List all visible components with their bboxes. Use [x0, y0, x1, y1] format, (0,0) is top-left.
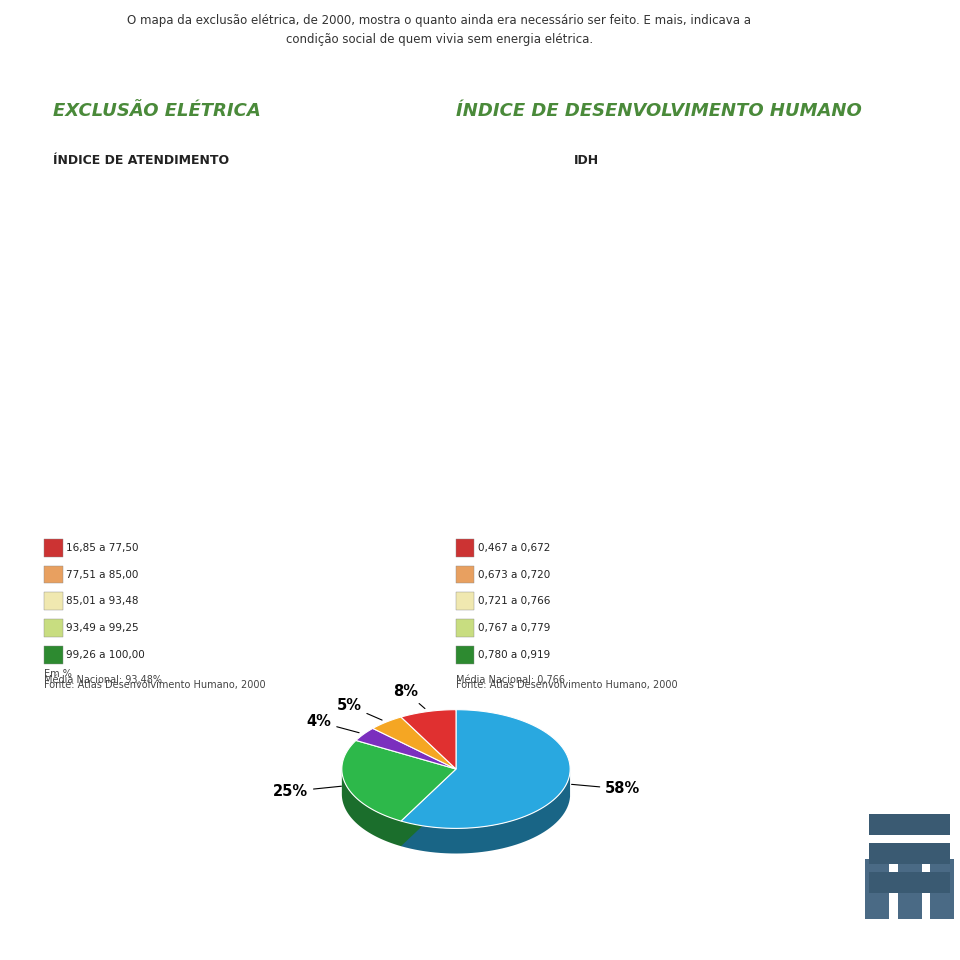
FancyBboxPatch shape	[929, 898, 954, 919]
Text: 99,26 a 100,00: 99,26 a 100,00	[66, 650, 145, 660]
Text: 8%: 8%	[393, 684, 425, 708]
Text: 58%: 58%	[571, 781, 640, 797]
FancyBboxPatch shape	[456, 646, 474, 664]
FancyBboxPatch shape	[870, 843, 949, 864]
Text: 10 milhões de brasileiros saíram da escuridão: 10 milhões de brasileiros saíram da escu…	[780, 674, 790, 899]
FancyBboxPatch shape	[44, 646, 62, 664]
FancyBboxPatch shape	[865, 878, 889, 900]
Text: Média Nacional: 93,48%: Média Nacional: 93,48%	[44, 675, 162, 684]
Text: 4%: 4%	[306, 714, 359, 732]
Text: UM MARCO HISTÓRICO: UM MARCO HISTÓRICO	[821, 739, 833, 899]
Polygon shape	[372, 717, 456, 769]
FancyBboxPatch shape	[870, 814, 949, 835]
Polygon shape	[356, 729, 456, 769]
Text: ÍNDICE DE DESENVOLVIMENTO HUMANO: ÍNDICE DE DESENVOLVIMENTO HUMANO	[456, 102, 862, 120]
FancyBboxPatch shape	[456, 565, 474, 584]
Text: 77,51 a 85,00: 77,51 a 85,00	[66, 569, 138, 580]
Polygon shape	[401, 709, 456, 769]
Polygon shape	[401, 769, 456, 846]
Polygon shape	[401, 769, 456, 846]
FancyBboxPatch shape	[865, 898, 889, 919]
Text: IDH: IDH	[574, 154, 599, 167]
Text: 0,767 a 0,779: 0,767 a 0,779	[478, 623, 550, 634]
Text: EXCLUSÃO ELÉTRICA: EXCLUSÃO ELÉTRICA	[53, 102, 260, 120]
Text: 0,467 a 0,672: 0,467 a 0,672	[478, 542, 550, 553]
Text: 25%: 25%	[273, 784, 342, 799]
Text: 0,673 a 0,720: 0,673 a 0,720	[478, 569, 550, 580]
FancyBboxPatch shape	[456, 592, 474, 611]
Text: 0,780 a 0,919: 0,780 a 0,919	[478, 650, 550, 660]
FancyBboxPatch shape	[929, 859, 954, 880]
Text: 5%: 5%	[337, 698, 382, 720]
Text: O mapa da exclusão elétrica, de 2000, mostra o quanto ainda era necessário ser f: O mapa da exclusão elétrica, de 2000, mo…	[127, 14, 752, 46]
FancyBboxPatch shape	[44, 592, 62, 611]
Text: Média Nacional: 0,766: Média Nacional: 0,766	[456, 675, 565, 684]
FancyBboxPatch shape	[898, 898, 922, 919]
FancyBboxPatch shape	[870, 872, 949, 893]
Text: Fonte: Atlas Desenvolvimento Humano, 2000: Fonte: Atlas Desenvolvimento Humano, 200…	[44, 681, 266, 690]
Text: 93,49 a 99,25: 93,49 a 99,25	[66, 623, 139, 634]
Text: PROGRAMA LUZ PARA TODOS: PROGRAMA LUZ PARA TODOS	[904, 326, 915, 499]
Text: 85,01 a 93,48: 85,01 a 93,48	[66, 596, 139, 607]
Text: 11: 11	[890, 34, 929, 61]
FancyBboxPatch shape	[44, 619, 62, 637]
Text: ÍNDICE DE ATENDIMENTO: ÍNDICE DE ATENDIMENTO	[53, 154, 228, 167]
Polygon shape	[342, 740, 456, 821]
Text: Fonte: Atlas Desenvolvimento Humano, 2000: Fonte: Atlas Desenvolvimento Humano, 200…	[456, 681, 678, 690]
Text: 16,85 a 77,50: 16,85 a 77,50	[66, 542, 139, 553]
FancyBboxPatch shape	[898, 878, 922, 900]
FancyBboxPatch shape	[865, 859, 889, 880]
FancyBboxPatch shape	[898, 859, 922, 880]
Polygon shape	[401, 772, 570, 853]
FancyBboxPatch shape	[44, 565, 62, 584]
FancyBboxPatch shape	[456, 619, 474, 637]
Polygon shape	[342, 770, 401, 846]
Text: Em %: Em %	[44, 669, 72, 679]
FancyBboxPatch shape	[456, 539, 474, 557]
Text: 0,721 a 0,766: 0,721 a 0,766	[478, 596, 550, 607]
Polygon shape	[401, 709, 570, 828]
FancyBboxPatch shape	[929, 878, 954, 900]
FancyBboxPatch shape	[44, 539, 62, 557]
